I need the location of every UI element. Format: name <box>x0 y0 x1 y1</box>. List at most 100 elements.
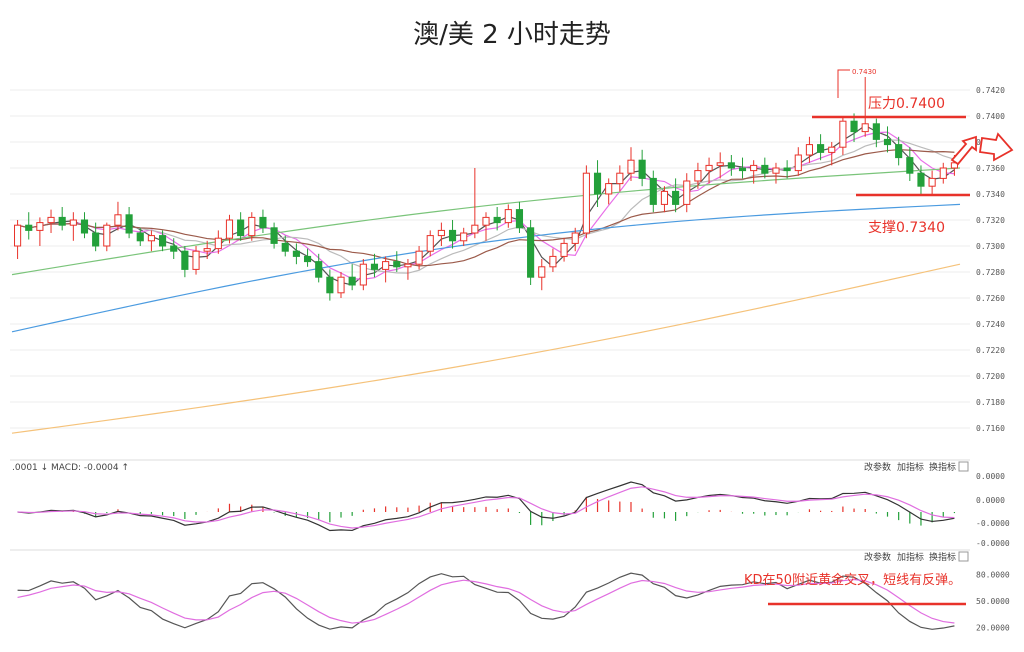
candle <box>939 162 947 184</box>
candle <box>69 212 77 241</box>
candle <box>448 220 457 249</box>
candle <box>638 149 646 187</box>
price-tick-label: 0.7160 <box>976 424 1005 433</box>
high-label: 0.7430 <box>852 68 877 76</box>
kd-ctrl-params[interactable]: 改参数 <box>864 551 891 563</box>
candle <box>805 136 814 163</box>
kd-ctrl-switch[interactable]: 换指标 <box>929 551 956 563</box>
macd-close-icon[interactable] <box>958 461 969 472</box>
resistance-label: 压力0.7400 <box>868 96 945 112</box>
ma20-line <box>17 139 955 274</box>
k-line <box>17 572 955 630</box>
price-tick-label: 0.7220 <box>976 346 1005 355</box>
candle <box>861 77 869 137</box>
moving-averages <box>11 124 961 434</box>
candle <box>214 230 222 254</box>
candle <box>895 136 903 166</box>
candle <box>270 222 278 249</box>
macd-panel: .0001 ↓ MACD: -0.0004 ↑ 改参数 加指标 换指标 0.00… <box>10 459 1010 548</box>
candle <box>92 222 100 252</box>
price-tick-label: 0.7340 <box>976 190 1005 199</box>
candle <box>370 253 379 278</box>
kd-tick-label: 50.0000 <box>976 597 1010 606</box>
candle <box>158 230 167 252</box>
price-tick-label: 0.7400 <box>976 112 1005 121</box>
price-tick-label: 0.7300 <box>976 242 1005 251</box>
candle <box>817 134 825 161</box>
candle <box>259 209 267 233</box>
kd-ctrl-add[interactable]: 加指标 <box>897 551 924 563</box>
candle <box>627 147 635 181</box>
candle <box>237 212 245 241</box>
candle <box>248 212 256 241</box>
price-tick-label: 0.7180 <box>976 398 1005 407</box>
candle <box>404 259 412 280</box>
up-arrow-icon <box>950 135 977 166</box>
candle <box>437 222 445 246</box>
candle <box>694 162 702 189</box>
candle <box>36 217 44 246</box>
macd-tick-label: 0.0000 <box>976 472 1005 481</box>
candle <box>761 157 769 179</box>
candle <box>672 178 680 213</box>
candle <box>772 162 780 184</box>
candle <box>839 116 847 155</box>
macd-tick-label: -0.0000 <box>976 519 1010 528</box>
candle <box>382 256 390 283</box>
candle <box>549 248 557 272</box>
macd-label: .0001 ↓ MACD: -0.0004 ↑ <box>12 463 129 473</box>
candle <box>460 227 468 246</box>
candle <box>337 272 345 298</box>
candle <box>538 259 546 291</box>
candle <box>114 201 122 231</box>
candle <box>281 235 289 257</box>
ma30-line <box>17 149 955 267</box>
support-label: 支撑0.7340 <box>868 220 945 236</box>
price-tick-label: 0.7420 <box>976 86 1005 95</box>
candle <box>326 269 334 301</box>
candle <box>750 160 758 184</box>
kd-axis: 80.0000 50.0000 20.0000 <box>976 571 1010 633</box>
candle <box>181 246 189 278</box>
price-tick-label: 0.7260 <box>976 294 1005 303</box>
annotations: 压力0.7400 支撑0.7340 0.7430 <box>812 68 1014 236</box>
candle <box>928 170 936 194</box>
macd-ctrl-switch[interactable]: 换指标 <box>929 461 956 473</box>
candle <box>14 220 22 259</box>
ma120-line <box>11 203 961 333</box>
high-marker <box>837 69 850 98</box>
price-tick-label: 0.7200 <box>976 372 1005 381</box>
candle <box>917 165 925 194</box>
d-line <box>17 578 955 624</box>
dif-line <box>17 481 955 532</box>
kd-close-icon[interactable] <box>958 551 969 562</box>
candle <box>716 152 724 179</box>
dea-line <box>17 486 955 529</box>
candle <box>828 142 836 166</box>
candle <box>25 212 33 240</box>
candle <box>192 246 200 275</box>
candle <box>660 186 669 213</box>
candle <box>393 251 401 272</box>
candle <box>605 178 613 205</box>
candle <box>560 238 568 262</box>
macd-tick-label: -0.0000 <box>976 539 1010 548</box>
candle <box>683 173 691 213</box>
candle <box>727 155 735 176</box>
kd-note: KD在50附近黄金交叉，短线有反弹。 <box>744 572 961 588</box>
candle <box>471 168 479 239</box>
kd-tick-label: 80.0000 <box>976 571 1010 580</box>
macd-tick-label: 0.0000 <box>976 496 1005 505</box>
macd-ctrl-add[interactable]: 加指标 <box>897 461 924 473</box>
macd-ctrl-params[interactable]: 改参数 <box>864 461 891 473</box>
ma250-line <box>11 263 961 434</box>
candle <box>738 157 747 179</box>
candle <box>582 165 590 239</box>
candle <box>348 264 356 291</box>
chart-title: 澳/美 2 小时走势 <box>413 20 611 50</box>
candle <box>482 212 490 241</box>
candle <box>225 214 234 244</box>
grid <box>10 89 970 429</box>
kd-lines <box>17 572 955 630</box>
